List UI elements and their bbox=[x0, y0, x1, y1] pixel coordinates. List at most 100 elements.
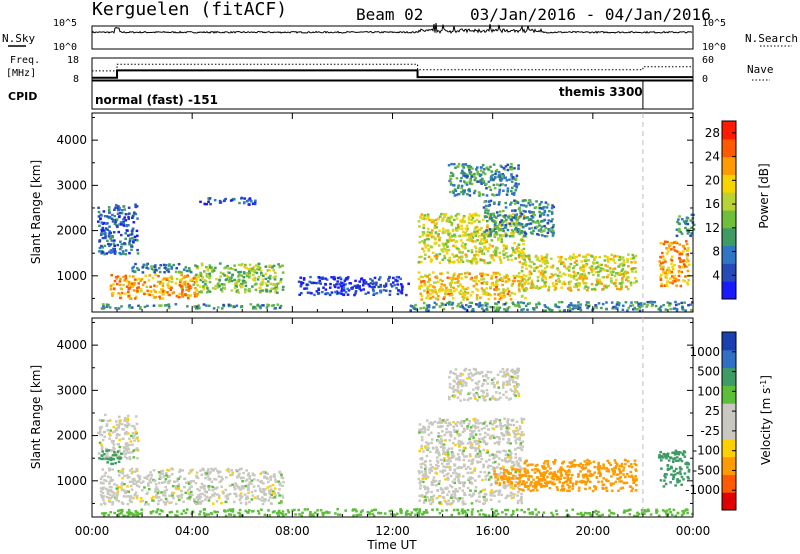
power-cell bbox=[671, 280, 675, 283]
power-cell bbox=[114, 203, 118, 207]
power-cell bbox=[509, 254, 512, 258]
power-cell bbox=[680, 270, 684, 274]
power-cell bbox=[468, 301, 472, 304]
velocity-cell bbox=[105, 495, 109, 499]
power-cell bbox=[552, 223, 555, 227]
velocity-cell bbox=[470, 502, 474, 505]
power-cell bbox=[456, 304, 459, 308]
power-cell bbox=[681, 308, 685, 311]
velocity-cell bbox=[462, 481, 465, 484]
power-cell bbox=[522, 209, 526, 213]
power-cell bbox=[659, 255, 662, 259]
power-cell bbox=[342, 286, 346, 290]
power-cell bbox=[470, 218, 474, 222]
power-cell bbox=[639, 302, 643, 305]
velocity-cell bbox=[513, 390, 517, 394]
power-cell bbox=[511, 209, 514, 212]
power-cell bbox=[682, 220, 686, 223]
velocity-cell bbox=[513, 463, 516, 466]
power-cell bbox=[412, 305, 416, 308]
power-cell bbox=[508, 294, 512, 297]
velocity-cell bbox=[451, 456, 454, 459]
power-cell bbox=[463, 189, 466, 192]
velocity-cell bbox=[449, 435, 453, 438]
power-colorbar-swatch bbox=[722, 174, 736, 193]
power-cell bbox=[333, 285, 337, 289]
power-cell bbox=[249, 303, 253, 306]
velocity-cell bbox=[220, 485, 223, 488]
power-cell bbox=[499, 235, 502, 239]
velocity-cell bbox=[498, 457, 501, 460]
velocity-cell bbox=[102, 486, 105, 489]
power-cell bbox=[645, 305, 648, 308]
power-cell bbox=[123, 208, 127, 211]
velocity-cell bbox=[513, 371, 517, 374]
power-cell bbox=[472, 284, 476, 288]
power-cell bbox=[535, 225, 539, 229]
power-cell bbox=[135, 295, 138, 299]
power-cell bbox=[452, 286, 456, 290]
power-cell bbox=[506, 287, 510, 290]
power-cell bbox=[504, 234, 508, 238]
velocity-cell bbox=[101, 487, 104, 491]
power-cell bbox=[449, 190, 452, 194]
y-tick-label: 1000 bbox=[56, 269, 87, 283]
power-cell bbox=[624, 272, 628, 276]
velocity-cell bbox=[130, 500, 133, 503]
power-cell bbox=[511, 192, 514, 195]
power-cell bbox=[666, 240, 669, 244]
velocity-cell bbox=[485, 388, 489, 392]
power-cell bbox=[673, 249, 677, 252]
power-cell bbox=[620, 262, 624, 265]
velocity-cell bbox=[190, 493, 194, 497]
velocity-cell bbox=[446, 487, 449, 490]
power-cell bbox=[558, 309, 562, 312]
power-cell bbox=[667, 266, 670, 270]
velocity-cell bbox=[510, 466, 513, 469]
velocity-cell bbox=[250, 482, 253, 486]
velocity-cell bbox=[476, 399, 479, 402]
power-cell bbox=[621, 279, 624, 282]
power-cell bbox=[430, 235, 434, 239]
power-cell bbox=[221, 286, 225, 289]
velocity-cell bbox=[163, 491, 167, 494]
power-cell bbox=[521, 199, 525, 203]
power-cell bbox=[417, 260, 421, 264]
power-cell bbox=[675, 309, 679, 313]
power-cell bbox=[524, 296, 527, 300]
velocity-cell bbox=[119, 471, 122, 474]
power-cell bbox=[489, 231, 493, 234]
velocity-cell bbox=[442, 465, 445, 468]
power-cell bbox=[538, 264, 542, 267]
power-cell bbox=[569, 258, 573, 261]
velocity-cell bbox=[258, 498, 262, 501]
power-cell bbox=[504, 289, 508, 292]
power-cell bbox=[272, 269, 275, 272]
velocity-cell bbox=[514, 456, 517, 459]
power-cell bbox=[621, 264, 625, 267]
velocity-cell bbox=[516, 501, 520, 505]
power-cell bbox=[506, 189, 510, 193]
velocity-cell bbox=[174, 502, 178, 506]
velocity-cell bbox=[203, 494, 206, 497]
power-cell bbox=[493, 215, 496, 218]
velocity-cell bbox=[487, 478, 491, 481]
power-cell bbox=[245, 266, 248, 270]
power-cell bbox=[517, 283, 521, 287]
velocity-cell bbox=[469, 445, 472, 449]
velocity-cell bbox=[511, 419, 514, 422]
power-cell bbox=[479, 173, 483, 176]
velocity-cell bbox=[495, 435, 499, 439]
power-cell bbox=[537, 301, 541, 304]
power-cell bbox=[580, 273, 583, 276]
power-cell bbox=[118, 223, 121, 226]
velocity-cell bbox=[207, 488, 211, 492]
power-cell bbox=[505, 179, 509, 182]
velocity-cell bbox=[520, 419, 524, 422]
velocity-cell bbox=[117, 486, 121, 489]
velocity-cell bbox=[502, 486, 506, 489]
power-cell bbox=[438, 290, 441, 293]
velocity-cell bbox=[455, 382, 459, 385]
power-cell bbox=[514, 178, 518, 182]
velocity-cell bbox=[420, 466, 423, 469]
